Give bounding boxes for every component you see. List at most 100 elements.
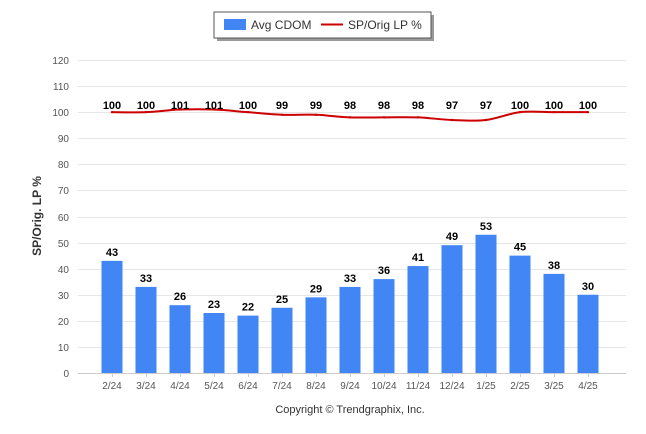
x-tick-label: 10/24 bbox=[371, 381, 396, 392]
x-tick-label: 3/25 bbox=[544, 381, 564, 392]
y-tick-label: 70 bbox=[58, 186, 70, 197]
line-point bbox=[586, 110, 590, 114]
y-axis-title: SP/Orig. LP % bbox=[30, 176, 44, 256]
legend-label-line: SP/Orig LP % bbox=[348, 18, 422, 32]
bar-data-label: 33 bbox=[140, 273, 152, 285]
bar bbox=[577, 294, 599, 373]
bar-data-label: 53 bbox=[480, 221, 492, 233]
bar bbox=[373, 279, 395, 373]
x-tick-label: 5/24 bbox=[204, 381, 224, 392]
y-tick-label: 40 bbox=[58, 265, 70, 276]
line-point bbox=[484, 118, 488, 122]
line-point bbox=[314, 113, 318, 116]
line-point bbox=[382, 116, 386, 119]
line-data-label: 100 bbox=[103, 100, 121, 112]
line-point bbox=[416, 116, 420, 119]
bar-data-labels: 43 33 26 23 22 25 29 33 36 41 49 53 45 38 30 bbox=[106, 221, 594, 314]
x-tick-label: 12/24 bbox=[439, 381, 464, 392]
legend-swatch-bars bbox=[224, 19, 246, 30]
y-tick-label: 0 bbox=[63, 369, 69, 380]
y-tick-label: 120 bbox=[52, 56, 69, 67]
bar-data-label: 36 bbox=[378, 265, 390, 277]
bar bbox=[237, 315, 259, 373]
bar bbox=[441, 245, 463, 373]
line-data-label: 97 bbox=[480, 100, 492, 112]
bar bbox=[271, 307, 293, 373]
bar bbox=[543, 273, 565, 373]
bar bbox=[407, 266, 429, 373]
line-data-label: 98 bbox=[378, 100, 390, 112]
x-tick-label: 7/24 bbox=[272, 381, 292, 392]
line-point bbox=[144, 110, 148, 114]
line-point bbox=[518, 110, 522, 114]
line-data-label: 99 bbox=[310, 100, 322, 112]
legend-label-bars: Avg CDOM bbox=[251, 18, 311, 32]
x-tick-label: 6/24 bbox=[238, 381, 258, 392]
y-tick-label: 110 bbox=[53, 82, 69, 93]
y-tick-label: 50 bbox=[58, 239, 70, 250]
x-tick-label: 4/25 bbox=[578, 381, 598, 392]
bar bbox=[101, 260, 123, 373]
x-axis-ticks: 2/24 3/24 4/24 5/24 6/24 7/24 8/24 9/24 10/24 11/… bbox=[102, 373, 598, 392]
legend: Avg CDOM SP/Orig LP % bbox=[213, 11, 434, 41]
x-tick-label: 1/25 bbox=[476, 381, 496, 392]
x-tick-label: 2/24 bbox=[102, 381, 122, 392]
bar-data-label: 22 bbox=[242, 302, 254, 314]
bar bbox=[339, 286, 361, 373]
line-series bbox=[110, 108, 590, 122]
line-data-label: 97 bbox=[446, 100, 458, 112]
bar bbox=[135, 286, 157, 373]
y-tick-label: 100 bbox=[52, 108, 69, 119]
line-data-label: 100 bbox=[545, 100, 563, 112]
bar-data-label: 49 bbox=[446, 231, 458, 243]
bar-data-label: 43 bbox=[106, 247, 118, 259]
line-point bbox=[450, 118, 454, 122]
y-tick-label: 20 bbox=[58, 317, 70, 328]
y-tick-label: 10 bbox=[58, 343, 70, 354]
bar bbox=[509, 255, 531, 373]
line-data-label: 101 bbox=[205, 100, 223, 112]
bar-data-label: 25 bbox=[276, 294, 288, 306]
line-data-labels: 100 100 101 101 100 99 99 98 98 98 97 97 100 100 100 bbox=[103, 100, 597, 112]
line-data-label: 101 bbox=[171, 100, 189, 112]
x-tick-label: 9/24 bbox=[340, 381, 360, 392]
line-data-label: 99 bbox=[276, 100, 288, 112]
x-tick-label: 11/24 bbox=[406, 381, 431, 392]
line-data-label: 100 bbox=[511, 100, 529, 112]
line-data-label: 100 bbox=[239, 100, 257, 112]
line-data-label: 98 bbox=[344, 100, 356, 112]
x-tick-label: 2/25 bbox=[510, 381, 530, 392]
y-tick-label: 80 bbox=[58, 160, 70, 171]
line-point bbox=[178, 108, 182, 111]
line-point bbox=[212, 108, 216, 111]
x-tick-label: 3/24 bbox=[136, 381, 156, 392]
line-point bbox=[110, 110, 114, 114]
y-tick-label: 30 bbox=[58, 291, 70, 302]
bar-data-label: 41 bbox=[412, 252, 424, 264]
gridlines bbox=[78, 60, 626, 374]
bar-data-label: 33 bbox=[344, 273, 356, 285]
bars bbox=[101, 234, 599, 373]
y-tick-label: 60 bbox=[58, 213, 70, 224]
line-data-label: 100 bbox=[579, 100, 597, 112]
bar bbox=[203, 313, 225, 373]
line-data-label: 98 bbox=[412, 100, 424, 112]
x-tick-label: 4/24 bbox=[170, 381, 190, 392]
bar bbox=[475, 234, 497, 373]
bar-data-label: 29 bbox=[310, 283, 322, 295]
bar-data-label: 23 bbox=[208, 299, 220, 311]
bar bbox=[305, 297, 327, 373]
bar bbox=[169, 305, 191, 373]
y-axis-ticks: 0 10 20 30 40 50 60 70 80 90 100 110 120 bbox=[52, 56, 69, 380]
line-data-label: 100 bbox=[137, 100, 155, 112]
y-tick-label: 90 bbox=[58, 134, 70, 145]
line-point bbox=[246, 110, 250, 114]
bar-data-label: 38 bbox=[548, 260, 560, 272]
line-point bbox=[280, 113, 284, 116]
copyright-text: Copyright © Trendgraphix, Inc. bbox=[275, 404, 424, 416]
bar-data-label: 30 bbox=[582, 281, 594, 293]
x-tick-label: 8/24 bbox=[306, 381, 326, 392]
bar-data-label: 45 bbox=[514, 242, 526, 254]
